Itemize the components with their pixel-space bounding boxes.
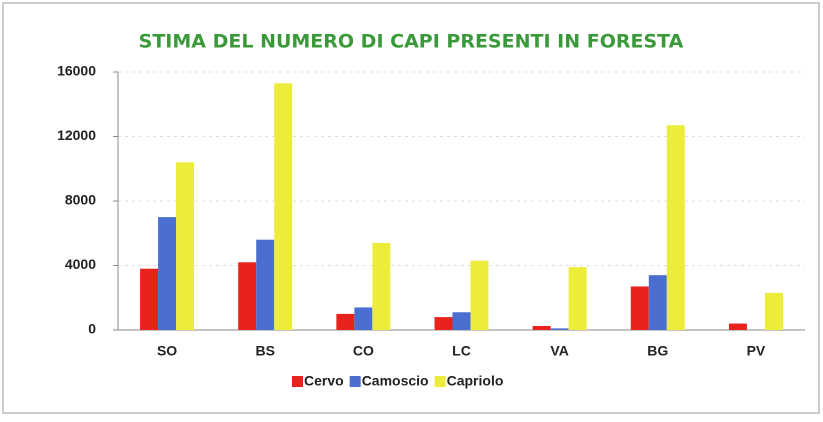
x-tick-label: SO (157, 343, 177, 359)
x-tick-label: LC (452, 343, 471, 359)
bar (666, 125, 685, 331)
legend-swatch (292, 376, 303, 387)
bar (452, 312, 471, 330)
legend-swatch (434, 376, 446, 387)
bar (354, 307, 373, 330)
x-tick-label: BG (647, 343, 668, 359)
bar (274, 83, 293, 330)
chart-title: STIMA DEL NUMERO DI CAPI PRESENTI IN FOR… (139, 31, 684, 53)
legend-label: Capriolo (447, 373, 504, 389)
bar (470, 260, 489, 330)
bar (176, 162, 195, 330)
y-tick-label: 12000 (57, 127, 96, 143)
legend-label: Camoscio (362, 373, 429, 389)
y-tick-label: 4000 (65, 256, 96, 272)
y-tick-label: 16000 (57, 63, 96, 79)
x-tick-label: BS (255, 343, 274, 359)
bar (532, 325, 551, 330)
bar (372, 242, 391, 330)
bar (728, 323, 747, 330)
bar (630, 286, 649, 330)
bar (568, 267, 587, 330)
bar (140, 268, 159, 330)
bar (550, 328, 569, 330)
bar (648, 275, 667, 330)
y-tick-label: 0 (88, 321, 96, 337)
bar (764, 292, 783, 330)
bar (238, 262, 257, 330)
bar (158, 217, 177, 330)
x-tick-label: PV (747, 343, 766, 359)
frame (2, 2, 820, 414)
x-tick-label: CO (353, 343, 374, 359)
bar (256, 239, 275, 330)
bar (336, 313, 355, 330)
legend-label: Cervo (304, 373, 344, 389)
legend-swatch (349, 376, 361, 387)
bar (434, 317, 453, 330)
y-tick-label: 8000 (65, 192, 96, 208)
x-tick-label: VA (550, 343, 568, 359)
